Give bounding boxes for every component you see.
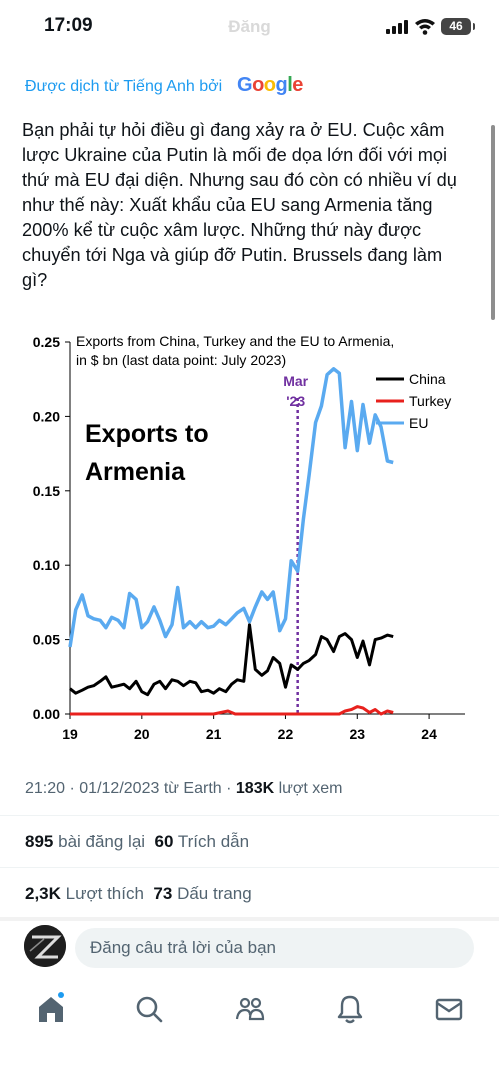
view-label: lượt xem bbox=[278, 780, 343, 797]
notifications-icon[interactable] bbox=[334, 993, 366, 1025]
x-tick-label: 24 bbox=[421, 726, 437, 742]
x-tick-label: 23 bbox=[349, 726, 365, 742]
x-tick-label: 22 bbox=[278, 726, 294, 742]
search-icon[interactable] bbox=[133, 993, 165, 1025]
wifi-icon bbox=[415, 19, 435, 35]
chart-annotation: Armenia bbox=[85, 458, 186, 486]
x-tick-label: 21 bbox=[206, 726, 222, 742]
like-stats[interactable]: 2,3K Lượt thích 73 Dấu trang bbox=[25, 884, 252, 904]
y-tick-label: 0.10 bbox=[33, 557, 60, 573]
exports-chart: 0.00 0.05 0.10 0.15 0.20 0.25 19 20 21 22 23 24 Expo… bbox=[33, 333, 465, 742]
marker-label: Mar bbox=[283, 373, 308, 389]
post-date: 01/12/2023 bbox=[79, 780, 160, 797]
google-logo: Google bbox=[237, 74, 303, 96]
section-divider bbox=[0, 917, 499, 921]
post-meta: 21:20 · 01/12/2023 từ Earth · 183K lượt … bbox=[25, 780, 342, 798]
bookmark-count: 73 bbox=[153, 884, 173, 903]
quote-label: Trích dẫn bbox=[177, 832, 250, 851]
like-count: 2,3K bbox=[25, 884, 61, 903]
chart-title: in $ bn (last data point: July 2023) bbox=[76, 352, 286, 368]
cellular-signal-icon bbox=[386, 20, 408, 34]
x-tick-label: 19 bbox=[62, 726, 78, 742]
post-image-chart[interactable]: 0.00 0.05 0.10 0.15 0.20 0.25 19 20 21 22 23 24 Expo… bbox=[0, 328, 499, 758]
messages-icon[interactable] bbox=[433, 993, 465, 1025]
y-tick-label: 0.25 bbox=[33, 334, 60, 350]
repost-label: bài đăng lại bbox=[58, 832, 146, 851]
battery-tip bbox=[473, 23, 475, 30]
y-tick-label: 0.05 bbox=[33, 632, 60, 648]
series-line-turkey bbox=[70, 705, 394, 716]
translation-label[interactable]: Được dịch từ Tiếng Anh bởi bbox=[25, 78, 223, 95]
bookmark-label: Dấu trang bbox=[177, 884, 252, 903]
series-line-eu bbox=[68, 367, 394, 648]
y-tick-label: 0.15 bbox=[33, 483, 60, 499]
divider bbox=[0, 867, 499, 868]
y-tick-label: 0.00 bbox=[33, 706, 60, 722]
repost-count: 895 bbox=[25, 832, 54, 851]
legend-label: EU bbox=[409, 415, 428, 431]
meta-separator: · bbox=[69, 780, 75, 797]
meta-separator: · bbox=[226, 780, 232, 797]
divider bbox=[0, 815, 499, 816]
legend-label: Turkey bbox=[409, 393, 451, 409]
legend-label: China bbox=[409, 371, 446, 387]
status-bar: 17:09 Đăng 46 bbox=[0, 0, 499, 52]
view-count: 183K bbox=[235, 780, 275, 797]
post-source: từ Earth bbox=[163, 780, 222, 797]
chart-title: Exports from China, Turkey and the EU to… bbox=[76, 333, 394, 349]
battery-indicator: 46 bbox=[441, 18, 471, 35]
reply-input[interactable]: Đăng câu trả lời của bạn bbox=[75, 928, 474, 968]
avatar[interactable] bbox=[24, 925, 66, 967]
repost-stats[interactable]: 895 bài đăng lại 60 Trích dẫn bbox=[25, 832, 249, 852]
post-text: Bạn phải tự hỏi điều gì đang xảy ra ở EU… bbox=[22, 120, 457, 290]
x-tick-label: 20 bbox=[134, 726, 150, 742]
header-title: Đăng bbox=[228, 17, 271, 36]
home-notification-dot bbox=[58, 992, 64, 998]
like-label: Lượt thích bbox=[65, 884, 144, 903]
post-time: 21:20 bbox=[25, 780, 66, 797]
marker-label: '23 bbox=[286, 393, 305, 409]
home-icon[interactable] bbox=[35, 993, 67, 1025]
series-line-china bbox=[69, 623, 394, 697]
status-time: 17:09 bbox=[44, 15, 93, 36]
chart-annotation: Exports to bbox=[85, 420, 209, 448]
communities-icon[interactable] bbox=[234, 993, 266, 1025]
avatar-image bbox=[24, 925, 66, 967]
quote-count: 60 bbox=[154, 832, 174, 851]
y-tick-label: 0.20 bbox=[33, 408, 60, 424]
scrollbar[interactable] bbox=[491, 125, 495, 320]
